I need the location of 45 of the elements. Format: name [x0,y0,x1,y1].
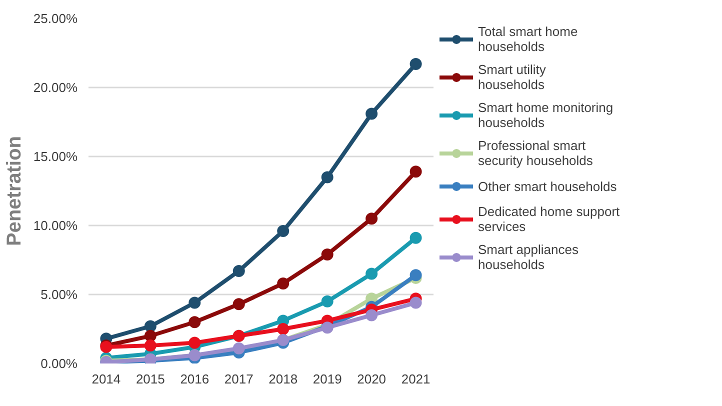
point [321,248,334,260]
point [410,296,422,309]
y-axis-title: Penetration [3,136,26,246]
point [188,336,201,349]
point [366,108,378,120]
point [188,316,201,328]
x-tick-label: 2019 [312,372,342,386]
legend-label: Smart appliances households [478,242,578,272]
point [232,298,245,310]
legend-label: Professional smart security households [478,138,593,168]
point [277,277,290,290]
y-tick-label: 15.00% [33,149,78,164]
point [188,296,201,309]
x-tick-label: 2014 [92,372,121,386]
y-tick-label: 20.00% [33,80,78,95]
point [410,58,422,70]
x-tick-label: 2017 [224,372,254,386]
legend-label: Dedicated home support services [478,204,620,234]
x-tick-label: 2020 [357,372,386,386]
point [321,295,334,308]
point [321,171,334,184]
point [366,268,378,280]
y-tick-label: 5.00% [40,287,78,302]
x-tick-label: 2015 [136,372,165,386]
point [144,330,156,342]
y-tick-label: 10.00% [33,218,78,233]
point [144,340,156,352]
point [232,265,245,278]
legend-label: Total smart home households [478,24,578,54]
y-tick-label: 25.00% [33,11,78,26]
point [366,212,378,225]
x-tick-label: 2021 [401,372,430,386]
y-tick-label: 0.00% [40,356,78,371]
point [410,269,422,282]
point [144,320,156,332]
legend-label: Smart home monitoring households [478,100,614,130]
legend-label: Smart utility households [478,62,546,92]
point [277,323,290,335]
point [410,166,422,178]
point [277,225,290,238]
legend-label: Other smart households [478,178,617,194]
x-tick-label: 2018 [268,372,298,386]
x-tick-label: 2016 [180,372,210,386]
point [366,309,378,322]
point [410,232,422,244]
